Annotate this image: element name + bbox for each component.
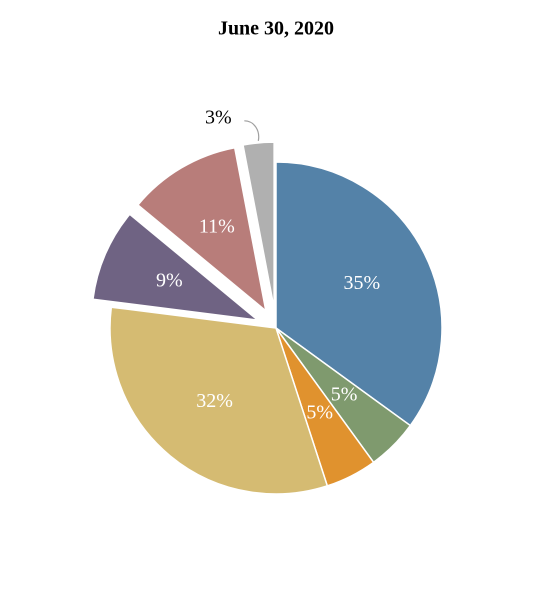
- data-label: 32%: [196, 390, 233, 412]
- data-label: 5%: [331, 384, 358, 406]
- data-label: 9%: [156, 269, 183, 291]
- pie-slice: [242, 141, 275, 309]
- chart-title: June 30, 2020: [218, 18, 334, 40]
- pie-slice: [136, 146, 267, 313]
- data-label: 35%: [343, 272, 380, 294]
- pie-slice: [92, 213, 261, 322]
- pie-slice: [109, 306, 329, 495]
- leader-line: [244, 120, 260, 141]
- data-label: 11%: [199, 216, 235, 238]
- data-label: 3%: [205, 106, 232, 128]
- pie-slice: [275, 161, 443, 427]
- data-label: 5%: [306, 401, 333, 423]
